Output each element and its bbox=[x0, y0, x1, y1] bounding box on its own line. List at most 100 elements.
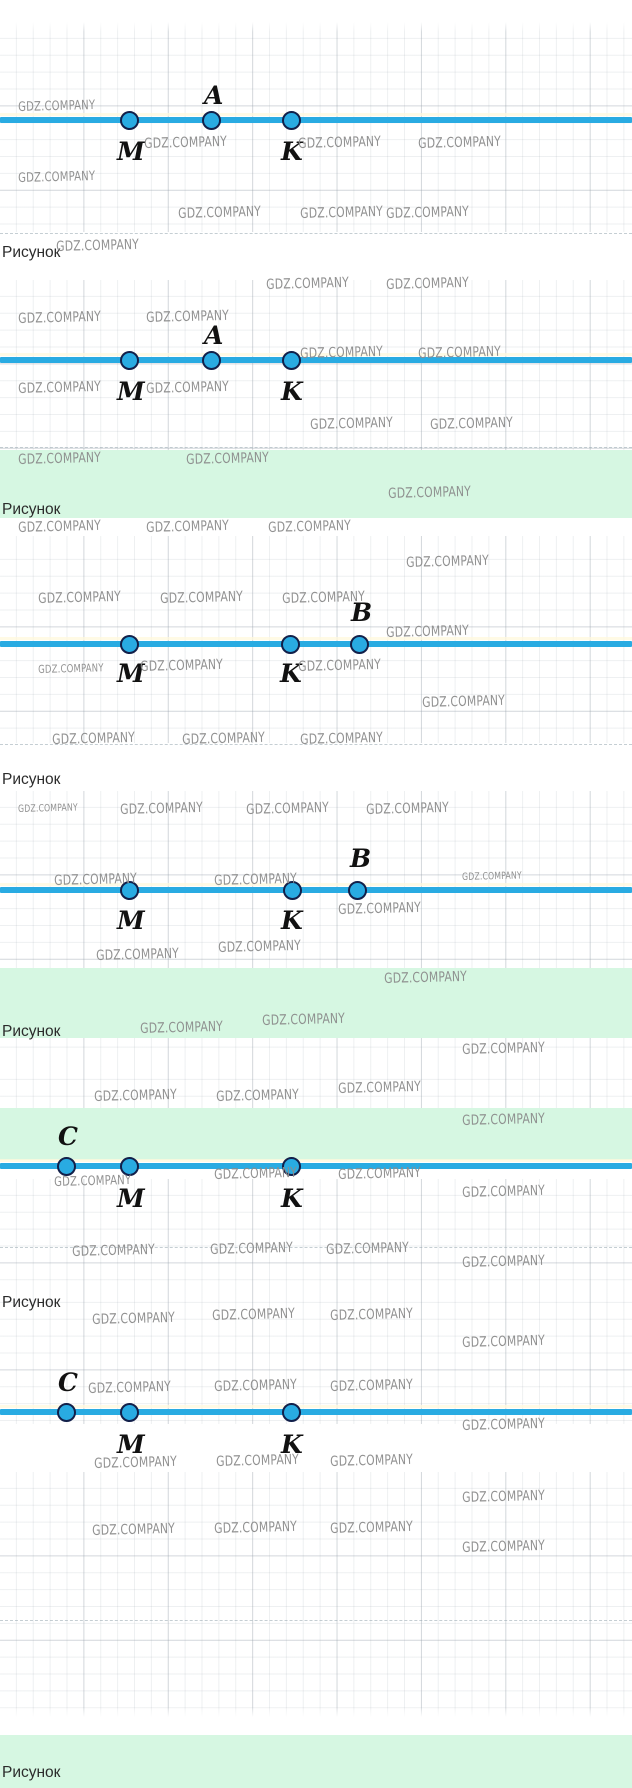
point-marker-c bbox=[57, 1157, 76, 1176]
figure-caption-6: Рисунок bbox=[2, 1764, 61, 1781]
watermark-text: GDZ.COMPANY bbox=[209, 1239, 294, 1258]
watermark-text: GDZ.COMPANY bbox=[143, 133, 228, 152]
point-label-a: A bbox=[204, 321, 223, 350]
watermark-text: GDZ.COMPANY bbox=[213, 870, 298, 889]
number-line-axis bbox=[0, 641, 632, 647]
axis-glow bbox=[0, 353, 632, 356]
point-label-k: K bbox=[281, 1430, 303, 1459]
watermark-text: GDZ.COMPANY bbox=[145, 307, 230, 326]
watermark-text: GDZ.COMPANY bbox=[299, 343, 384, 362]
watermark-text: GDZ.COMPANY bbox=[245, 799, 330, 818]
number-line-axis bbox=[0, 1409, 632, 1415]
scan-seam-5 bbox=[0, 1247, 632, 1248]
watermark-text: GDZ.COMPANY bbox=[213, 1164, 298, 1183]
watermark-text: GDZ.COMPANY bbox=[17, 517, 102, 536]
point-marker-b bbox=[348, 881, 367, 900]
watermark-text: GDZ.COMPANY bbox=[461, 1182, 546, 1201]
point-label-m: M bbox=[117, 377, 145, 406]
point-marker-m bbox=[120, 1403, 139, 1422]
watermark-text: GDZ.COMPANY bbox=[421, 692, 506, 711]
watermark-text: GDZ.COMPANY bbox=[405, 552, 490, 571]
watermark-text: GDZ.COMPANY bbox=[385, 203, 470, 222]
graph-paper-strip-8 bbox=[0, 1063, 632, 1115]
watermark-text: GDZ.COMPANY bbox=[309, 414, 394, 433]
watermark-text: GDZ.COMPANY bbox=[417, 343, 502, 362]
axis-glow bbox=[0, 883, 632, 886]
watermark-text: GDZ.COMPANY bbox=[17, 378, 102, 397]
highlight-band-2 bbox=[0, 968, 632, 1038]
watermark-text: GDZ.COMPANY bbox=[215, 1451, 300, 1470]
watermark-text: GDZ.COMPANY bbox=[329, 1451, 414, 1470]
watermark-text: GDZ.COMPANY bbox=[461, 870, 522, 883]
point-label-a: A bbox=[204, 81, 223, 110]
watermark-text: GDZ.COMPANY bbox=[385, 622, 470, 641]
watermark-text: GDZ.COMPANY bbox=[461, 1110, 546, 1129]
scan-seam-2 bbox=[0, 447, 632, 448]
point-marker-k bbox=[283, 881, 302, 900]
point-label-k: K bbox=[281, 906, 303, 935]
watermark-text: GDZ.COMPANY bbox=[145, 378, 230, 397]
watermark-text: GDZ.COMPANY bbox=[329, 1518, 414, 1537]
watermark-text: GDZ.COMPANY bbox=[213, 1376, 298, 1395]
watermark-text: GDZ.COMPANY bbox=[87, 1378, 172, 1397]
watermark-text: GDZ.COMPANY bbox=[37, 661, 104, 676]
axis-glow bbox=[0, 113, 632, 116]
watermark-text: GDZ.COMPANY bbox=[461, 1252, 546, 1271]
point-marker-k bbox=[282, 1157, 301, 1176]
point-label-m: M bbox=[117, 659, 145, 688]
watermark-text: GDZ.COMPANY bbox=[93, 1453, 178, 1472]
point-label-m: M bbox=[117, 137, 145, 166]
point-marker-k bbox=[281, 635, 300, 654]
point-label-k: K bbox=[280, 659, 302, 688]
number-line-axis bbox=[0, 1163, 632, 1169]
point-label-c: C bbox=[58, 1122, 78, 1151]
point-marker-k bbox=[282, 351, 301, 370]
watermark-text: GDZ.COMPANY bbox=[213, 1518, 298, 1537]
watermark-text: GDZ.COMPANY bbox=[145, 517, 230, 536]
watermark-text: GDZ.COMPANY bbox=[461, 1332, 546, 1351]
point-marker-m bbox=[120, 1157, 139, 1176]
watermark-text: GDZ.COMPANY bbox=[71, 1241, 156, 1260]
point-label-b: B bbox=[350, 844, 371, 873]
graph-paper-strip-2 bbox=[0, 280, 632, 472]
point-label-k: K bbox=[281, 1184, 303, 1213]
point-label-b: B bbox=[351, 598, 372, 627]
graph-paper-strip-1 bbox=[0, 22, 632, 232]
watermark-text: GDZ.COMPANY bbox=[337, 899, 422, 918]
watermark-text: GDZ.COMPANY bbox=[53, 870, 138, 889]
watermark-text: GDZ.COMPANY bbox=[17, 168, 96, 186]
highlight-band-1 bbox=[0, 450, 632, 518]
watermark-text: GDZ.COMPANY bbox=[461, 1039, 546, 1058]
highlight-band-4 bbox=[0, 1735, 632, 1788]
watermark-text: GDZ.COMPANY bbox=[119, 799, 204, 818]
point-marker-b bbox=[350, 635, 369, 654]
point-marker-k bbox=[282, 111, 301, 130]
number-line-axis bbox=[0, 887, 632, 893]
watermark-text: GDZ.COMPANY bbox=[53, 1172, 132, 1190]
paper-gap-1 bbox=[0, 232, 632, 280]
watermark-text: GDZ.COMPANY bbox=[299, 203, 384, 222]
number-line-axis bbox=[0, 357, 632, 363]
watermark-text: GDZ.COMPANY bbox=[265, 274, 350, 293]
watermark-text: GDZ.COMPANY bbox=[297, 656, 382, 675]
figure-caption-2: Рисунок bbox=[2, 501, 61, 518]
point-label-m: M bbox=[117, 906, 145, 935]
point-label-k: K bbox=[281, 137, 303, 166]
watermark-text: GDZ.COMPANY bbox=[297, 133, 382, 152]
axis-glow bbox=[0, 637, 632, 640]
watermark-text: GDZ.COMPANY bbox=[261, 1010, 346, 1029]
watermark-text: GDZ.COMPANY bbox=[329, 1376, 414, 1395]
point-marker-a bbox=[202, 351, 221, 370]
watermark-text: GDZ.COMPANY bbox=[325, 1239, 410, 1258]
watermark-text: GDZ.COMPANY bbox=[329, 1305, 414, 1324]
watermark-text: GDZ.COMPANY bbox=[55, 236, 140, 255]
watermark-text: GDZ.COMPANY bbox=[91, 1309, 176, 1328]
figure-caption-3: Рисунок bbox=[2, 771, 61, 788]
point-marker-c bbox=[57, 1403, 76, 1422]
watermark-text: GDZ.COMPANY bbox=[181, 729, 266, 748]
watermark-text: GDZ.COMPANY bbox=[461, 1487, 546, 1506]
scan-seam-1 bbox=[0, 233, 632, 234]
figure-caption-4: Рисунок bbox=[2, 1023, 61, 1040]
watermark-text: GDZ.COMPANY bbox=[383, 968, 468, 987]
